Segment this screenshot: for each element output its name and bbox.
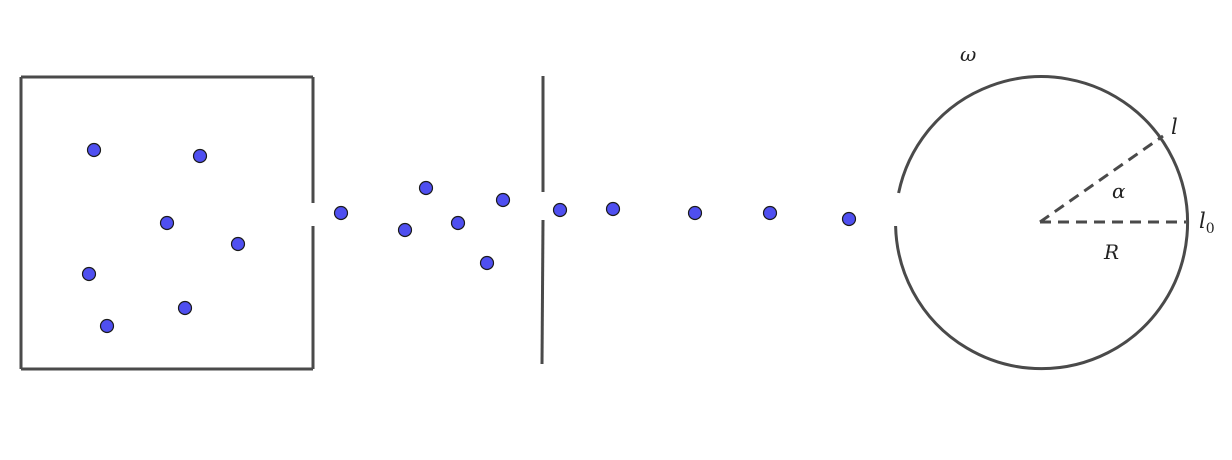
particle <box>841 211 857 227</box>
particle <box>397 222 413 238</box>
particles <box>81 142 857 334</box>
particle <box>418 180 434 196</box>
particle <box>86 142 102 158</box>
label-l0-sub: 0 <box>1206 221 1215 237</box>
label-l0: l0 <box>1199 209 1215 237</box>
collimator-screen <box>540 76 545 365</box>
label-l0-base: l <box>1199 209 1206 233</box>
particle <box>495 192 511 208</box>
particle <box>99 318 115 334</box>
radius-line-l <box>1039 134 1164 224</box>
rotating-drum <box>894 75 1190 371</box>
label-R: R <box>1103 240 1119 264</box>
drum-circle <box>894 75 1190 371</box>
particle <box>605 201 621 217</box>
particle <box>192 148 208 164</box>
label-omega: ω <box>960 42 976 66</box>
source-box <box>19 75 315 371</box>
label-l: l <box>1171 115 1178 139</box>
particle <box>450 215 466 231</box>
label-alpha: α <box>1112 179 1126 203</box>
particle <box>479 255 495 271</box>
particle <box>81 266 97 282</box>
particle <box>230 236 246 252</box>
particle <box>333 205 349 221</box>
screen-lower <box>540 219 545 365</box>
particle <box>762 205 778 221</box>
particle <box>552 202 568 218</box>
particle <box>687 205 703 221</box>
particle <box>159 215 175 231</box>
particle <box>177 300 193 316</box>
